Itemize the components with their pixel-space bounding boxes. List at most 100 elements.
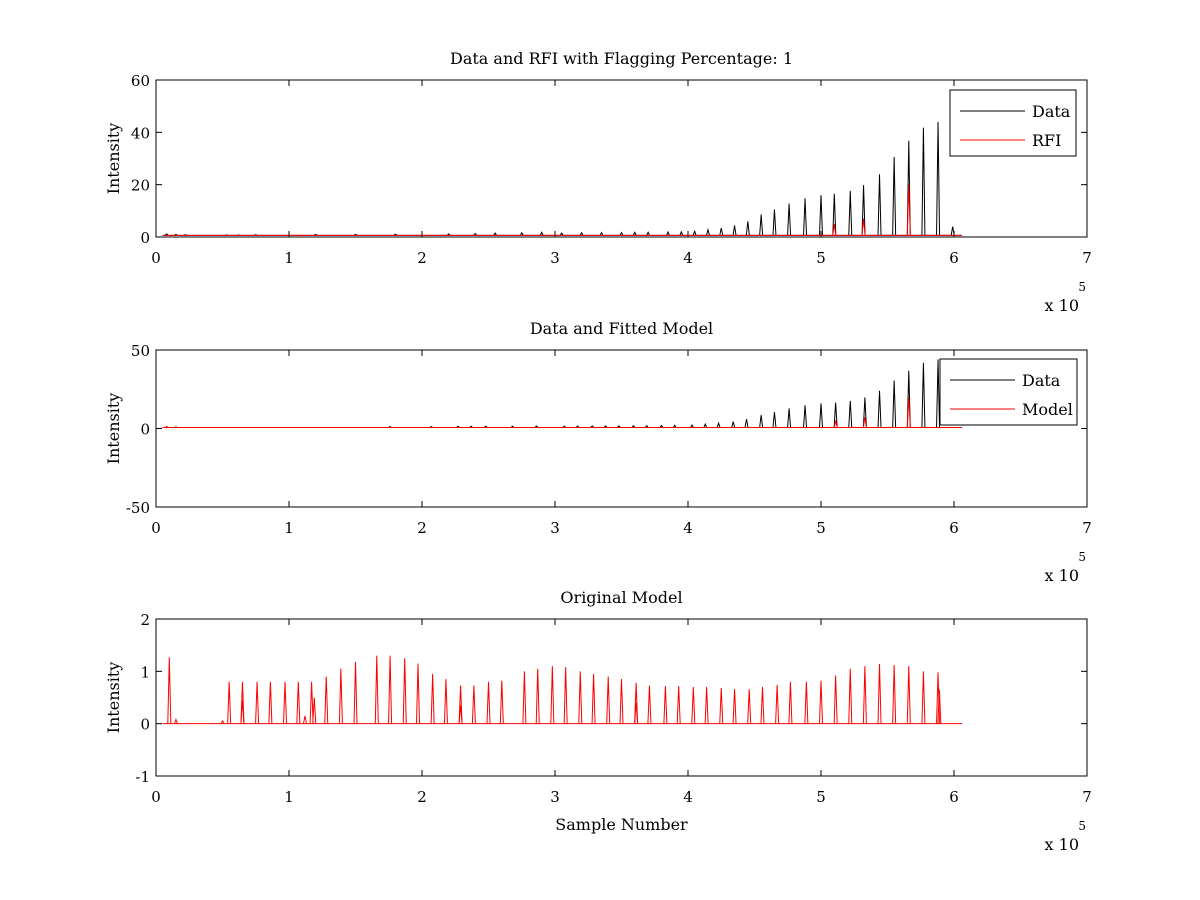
series-1-peak xyxy=(877,390,882,428)
y-tick-label: 0 xyxy=(140,716,150,734)
series-1-peak xyxy=(862,666,867,724)
y-tick-label: 2 xyxy=(140,611,150,629)
series-1-peak xyxy=(268,681,273,724)
chart-title: Data and RFI with Flagging Percentage: 1 xyxy=(450,49,793,68)
chart-title: Data and Fitted Model xyxy=(530,319,713,338)
series-1-peak xyxy=(921,671,926,724)
series-1-peak xyxy=(296,681,301,724)
x-tick-label: 5 xyxy=(816,249,826,267)
series-1-peak xyxy=(877,663,882,724)
legend-label: RFI xyxy=(1032,131,1061,150)
series-1-peak xyxy=(619,679,624,724)
series-1-peak xyxy=(402,658,407,724)
axes-box xyxy=(155,79,1088,238)
series-1-peak xyxy=(283,681,288,724)
y-tick-label: 0 xyxy=(140,229,150,247)
series-1-peak xyxy=(227,681,232,724)
series-2-peak xyxy=(164,426,169,428)
series-1-peak xyxy=(647,685,652,724)
series-1-peak xyxy=(519,231,524,236)
x-tick-label: 1 xyxy=(284,249,294,267)
x-tick-label: 6 xyxy=(949,249,959,267)
series-2-peak xyxy=(906,184,911,236)
series-2-peak xyxy=(861,218,866,236)
legend-label: Data xyxy=(1032,102,1071,121)
series-1-peak xyxy=(760,687,765,724)
series-1-peak xyxy=(539,231,544,236)
series-1-peak xyxy=(691,687,696,724)
series-1-peak xyxy=(663,685,668,724)
legend-label: Model xyxy=(1022,400,1073,419)
series-1-peak xyxy=(255,681,260,724)
series-1-peak xyxy=(471,685,476,724)
x-tick-label: 1 xyxy=(284,788,294,806)
series-1-peak xyxy=(747,689,752,724)
series-1-peak xyxy=(559,232,564,236)
series-1-peak xyxy=(892,380,897,428)
x-tick-label: 2 xyxy=(417,519,427,537)
y-tick-label: 1 xyxy=(140,663,150,681)
series-1-peak xyxy=(732,225,737,236)
series-1-peak xyxy=(632,231,637,236)
series-1-peak xyxy=(535,668,540,724)
x-tick-label: 4 xyxy=(683,519,693,537)
series-1-peak xyxy=(745,221,750,236)
series-1-peak xyxy=(705,227,710,236)
series-1-peak xyxy=(374,655,379,724)
series-1-peak xyxy=(443,679,448,724)
x-tick-label: 6 xyxy=(949,519,959,537)
series-1-peak xyxy=(703,422,708,428)
series-1-peak xyxy=(446,233,451,236)
series-1-peak xyxy=(338,668,343,724)
series-1-peak xyxy=(599,231,604,236)
x-tick-label: 2 xyxy=(417,249,427,267)
series-1-peak xyxy=(803,198,808,236)
series-1-peak xyxy=(666,230,671,236)
x-tick-label: 5 xyxy=(816,788,826,806)
series-1-peak xyxy=(606,676,611,724)
x-tick-label: 7 xyxy=(1082,519,1092,537)
series-2-peak xyxy=(862,417,867,428)
chart-title: Original Model xyxy=(560,588,682,607)
x-tick-label: 3 xyxy=(550,788,560,806)
series-1-peak xyxy=(534,425,539,428)
legend-box xyxy=(949,89,1077,157)
x-tick-label: 0 xyxy=(151,788,161,806)
series-1-peak xyxy=(759,414,764,428)
series-2-peak xyxy=(906,397,911,428)
series-1-peak xyxy=(522,671,527,724)
series-1-peak xyxy=(579,231,584,236)
y-axis-label: Intensity xyxy=(104,393,123,465)
y-tick-label: 40 xyxy=(131,124,150,142)
x-tick-label: 2 xyxy=(417,788,427,806)
series-1-peak xyxy=(644,424,649,428)
series-1-peak xyxy=(590,425,595,428)
series-1-peak xyxy=(759,214,764,236)
series-1-peak xyxy=(309,681,314,724)
series-1-peak xyxy=(416,663,421,724)
series-1-peak xyxy=(921,362,926,428)
series-1-peak xyxy=(578,671,583,724)
chart-panel-1: 0 1 2 3 4 5 6 7 0 20 40 60 Data and RFI with Flaggin… xyxy=(104,49,1092,315)
series-1-peak xyxy=(550,666,555,724)
series-1-peak xyxy=(719,228,724,236)
series-1-peak xyxy=(173,717,178,724)
series-1-peak xyxy=(458,705,463,724)
series-1-peak xyxy=(833,675,838,724)
series-1-peak xyxy=(619,231,624,236)
series-1-peak xyxy=(672,424,677,428)
series-1-peak xyxy=(616,425,621,428)
series-1-peak xyxy=(744,418,749,428)
series-1-peak xyxy=(563,667,568,724)
series-1-peak xyxy=(430,673,435,724)
series-1-peak xyxy=(731,421,736,428)
series-1-peak xyxy=(591,673,596,724)
series-1-peak xyxy=(499,680,504,724)
series-1-peak xyxy=(862,397,867,428)
series-1-peak xyxy=(324,676,329,724)
y-tick-label: -50 xyxy=(126,499,150,517)
legend: Data RFI xyxy=(949,89,1077,157)
x-exponent-label: 5 xyxy=(1078,280,1086,294)
